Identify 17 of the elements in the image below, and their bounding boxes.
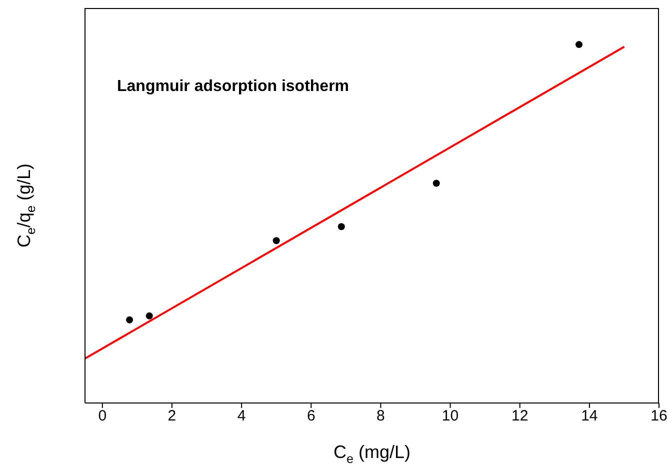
x-tick-label: 10 [442,408,459,425]
point [126,316,134,324]
point [432,180,440,187]
x-axis-title: C$_{e}$ (mg/L) [333,442,411,466]
point [272,237,280,244]
x-tick-label: 8 [376,408,385,425]
point [338,223,345,230]
x-tick-label: 12 [512,408,528,425]
x-tick-label: 0 [98,408,107,425]
x-tick-label: 6 [306,408,316,425]
x-tick-label: 16 [650,408,667,425]
x-tick-label: 14 [581,408,598,425]
annotation: Langmuir adsorption isotherm [117,78,350,96]
point [575,41,582,48]
x-tick-label: 2 [168,408,176,425]
point [146,312,153,320]
x-tick-label: 4 [237,408,246,425]
